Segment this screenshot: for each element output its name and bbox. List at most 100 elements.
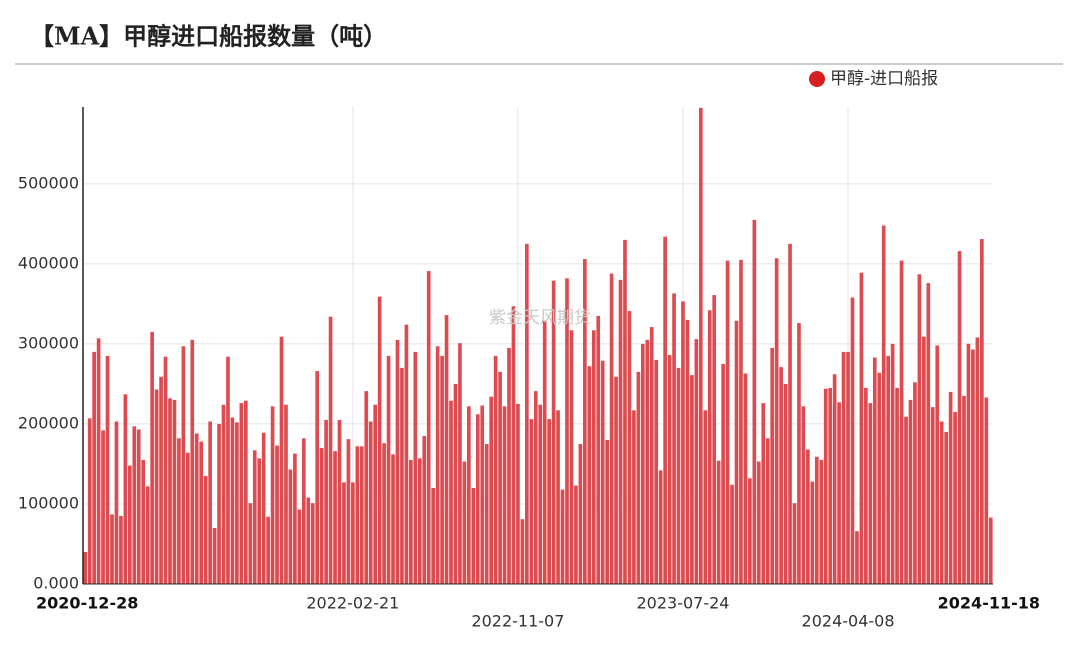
bar [698, 107, 703, 584]
bar [752, 219, 757, 584]
bar [431, 487, 436, 584]
bar [467, 406, 471, 584]
bar [739, 259, 743, 584]
y-tick-label: 300000 [18, 333, 79, 352]
bar [542, 320, 547, 584]
bar [444, 315, 449, 584]
watermark: 紫金天风期货 [489, 308, 591, 328]
bar [538, 404, 543, 584]
bar [730, 484, 734, 584]
bar [319, 447, 324, 584]
bar [770, 347, 775, 584]
bar [859, 272, 864, 584]
bar [458, 343, 462, 584]
bar [721, 363, 725, 584]
bar [101, 430, 105, 584]
bar [87, 418, 92, 584]
bar [342, 482, 346, 584]
bar [676, 367, 681, 584]
bar [337, 419, 342, 584]
bar [163, 356, 168, 584]
bar [828, 387, 833, 584]
bar [748, 478, 752, 584]
bar [471, 487, 476, 584]
bar [520, 519, 525, 584]
bar [208, 421, 212, 584]
bar [177, 438, 181, 584]
bar [310, 503, 315, 584]
bar [449, 400, 453, 584]
bar [725, 260, 730, 584]
bar [386, 355, 391, 584]
bar [404, 324, 409, 584]
bar [797, 323, 801, 584]
bar [560, 489, 565, 584]
bar [301, 438, 306, 584]
bar [435, 346, 440, 584]
bar [605, 439, 609, 584]
bar [243, 400, 248, 584]
bar [765, 438, 770, 584]
bar [810, 481, 815, 584]
bar [136, 429, 141, 584]
bar [895, 387, 899, 584]
bar [734, 320, 739, 584]
bar [199, 441, 204, 584]
bar [904, 416, 908, 584]
bar [908, 399, 913, 584]
bar [533, 391, 538, 584]
bar [110, 514, 114, 584]
bar [922, 336, 926, 584]
bar [565, 278, 569, 584]
bar [930, 407, 935, 584]
bar [877, 372, 882, 584]
bar [783, 383, 788, 584]
bar [212, 527, 217, 584]
bar [881, 225, 886, 585]
bar [707, 310, 712, 584]
bar [185, 452, 190, 584]
bar [230, 417, 235, 584]
bar [864, 387, 868, 584]
bar [551, 280, 556, 584]
y-tick-label: 100000 [18, 493, 79, 512]
bar [939, 421, 944, 584]
bar [926, 283, 931, 584]
bar [221, 404, 226, 584]
bar [917, 274, 922, 584]
bar [235, 422, 239, 584]
bar [203, 475, 208, 584]
bar [846, 351, 850, 584]
bar [663, 236, 667, 584]
bar [591, 330, 596, 584]
bars [83, 107, 993, 585]
legend-label: 甲醇-进口船报 [830, 69, 938, 89]
bar [119, 515, 123, 584]
bar [355, 446, 360, 584]
bar [181, 346, 186, 584]
bar [971, 349, 975, 584]
bar [694, 339, 699, 584]
bar [489, 396, 493, 584]
bar [788, 243, 792, 585]
bar [226, 356, 230, 584]
bar [756, 461, 761, 584]
bar [275, 445, 279, 584]
bar [480, 405, 485, 584]
bar [872, 357, 877, 584]
bar [261, 432, 266, 584]
bar [293, 453, 297, 584]
bar [792, 503, 797, 584]
bar [351, 482, 355, 584]
bar [346, 439, 351, 584]
y-tick-label: 0.000 [33, 574, 79, 593]
bar [944, 431, 948, 584]
bar [493, 355, 498, 584]
bar [806, 449, 810, 584]
bar [935, 345, 940, 584]
bar [475, 414, 480, 584]
bar [569, 330, 574, 584]
bar [498, 371, 502, 584]
bar [855, 531, 859, 584]
